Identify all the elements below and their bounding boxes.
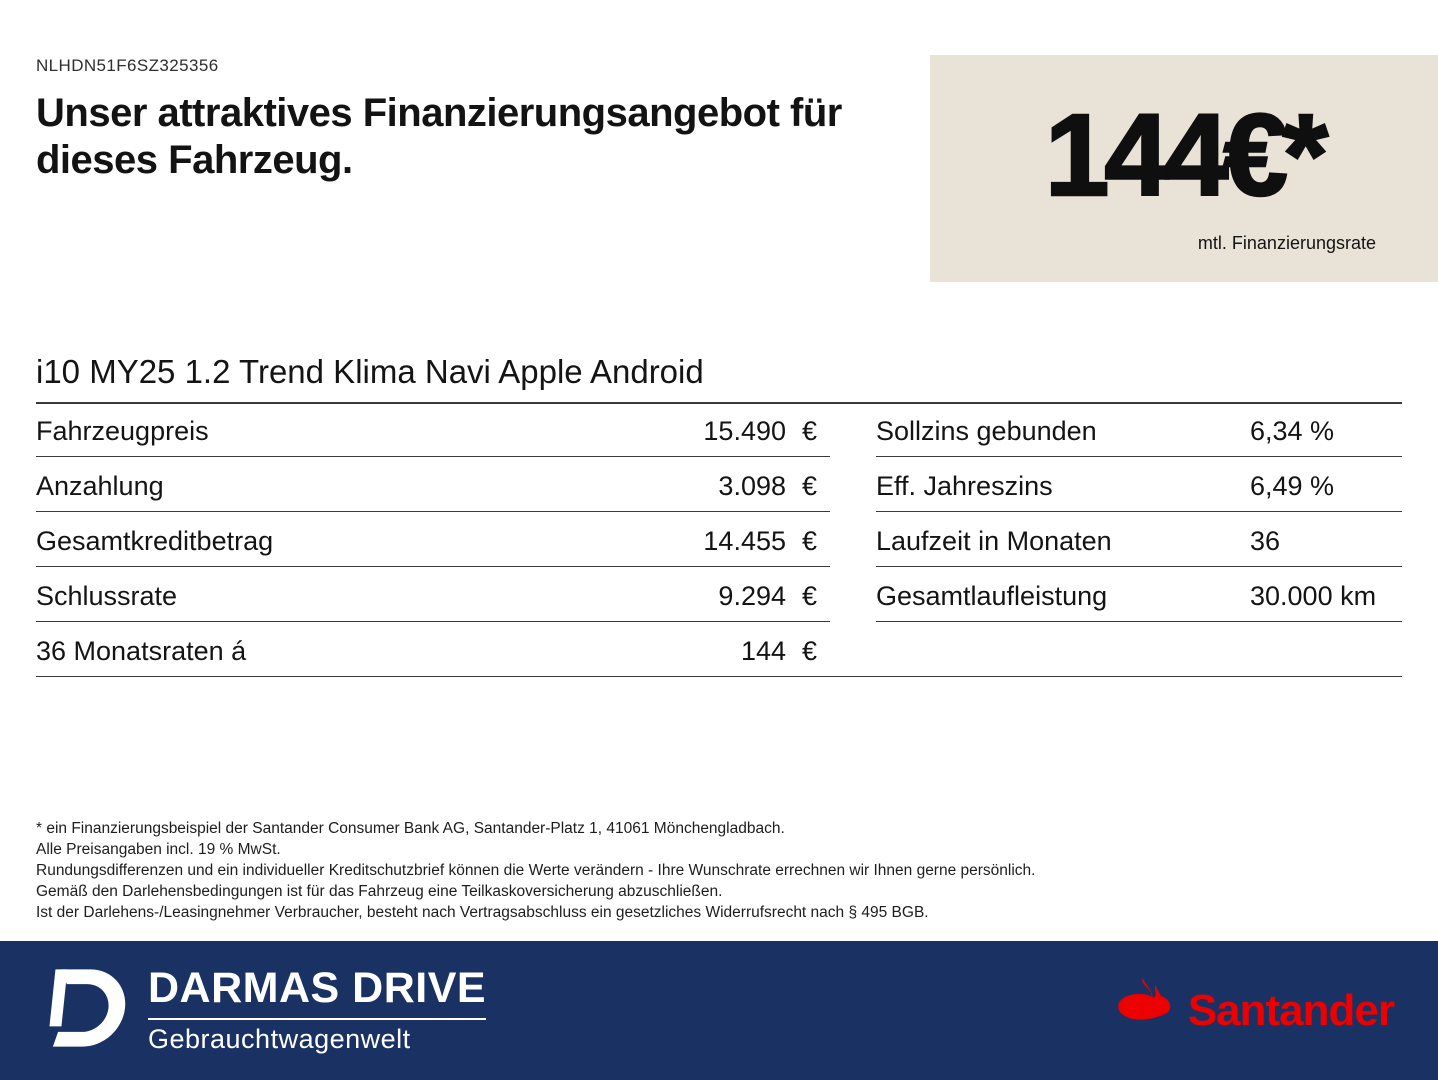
dealer-name: DARMAS DRIVE <box>148 964 487 1013</box>
finance-value: 6,34 % <box>1250 416 1335 446</box>
finance-label: Schlussrate <box>36 581 178 611</box>
finance-table-right-column: Sollzins gebunden 6,34 % Eff. Jahreszins… <box>876 402 1402 622</box>
finance-value: 6,49 % <box>1250 471 1335 501</box>
finance-unit: € <box>802 636 818 666</box>
finance-row-schlussrate: Schlussrate 9.294 € <box>36 567 830 622</box>
finance-label: Eff. Jahreszins <box>876 471 1053 501</box>
legal-disclaimer: * ein Finanzierungsbeispiel der Santande… <box>36 818 1236 923</box>
finance-label: Anzahlung <box>36 471 164 501</box>
vin-number: NLHDN51F6SZ325356 <box>36 56 219 75</box>
disclaimer-line: Alle Preisangaben incl. 19 % MwSt. <box>36 841 281 858</box>
disclaimer-line: Rundungsdifferenzen und ein individuelle… <box>36 862 1036 879</box>
finance-row-laufzeit: Laufzeit in Monaten 36 <box>876 512 1402 567</box>
finance-unit: € <box>802 416 818 446</box>
finance-value: 14.455 <box>703 526 786 556</box>
dealer-divider <box>148 1017 487 1020</box>
finance-row-monatsraten: 36 Monatsraten á 144 € <box>36 622 1402 677</box>
finance-label: 36 Monatsraten á <box>36 636 247 666</box>
finance-label: Gesamtkreditbetrag <box>36 526 274 556</box>
finance-value: 3.098 <box>718 471 786 501</box>
finance-unit: € <box>802 471 818 501</box>
santander-wordmark: Santander <box>1187 985 1395 1035</box>
dealer-d-icon <box>36 962 128 1059</box>
dealer-logo: DARMAS DRIVE Gebrauchtwagenwelt <box>36 962 487 1059</box>
finance-label: Sollzins gebunden <box>876 416 1097 446</box>
santander-logo: Santander <box>1118 977 1395 1039</box>
finance-label: Laufzeit in Monaten <box>876 526 1112 556</box>
finance-label: Gesamtlaufleistung <box>876 581 1108 611</box>
finance-value: 9.294 <box>718 581 786 611</box>
vehicle-title: i10 MY25 1.2 Trend Klima Navi Apple Andr… <box>36 353 1402 404</box>
finance-unit: € <box>802 581 818 611</box>
finance-value: 36 <box>1250 526 1281 556</box>
disclaimer-line: * ein Finanzierungsbeispiel der Santande… <box>36 820 785 837</box>
finance-value: 15.490 <box>703 416 786 446</box>
finance-row-anzahlung: Anzahlung 3.098 € <box>36 457 830 512</box>
finance-value: 30.000 km <box>1250 581 1377 611</box>
finance-row-gesamtkreditbetrag: Gesamtkreditbetrag 14.455 € <box>36 512 830 567</box>
footer-bar: DARMAS DRIVE Gebrauchtwagenwelt Santande… <box>0 941 1438 1080</box>
monthly-rate-amount: 144€* <box>1044 90 1330 220</box>
dealer-subtitle: Gebrauchtwagenwelt <box>148 1023 411 1054</box>
finance-row-fahrzeugpreis: Fahrzeugpreis 15.490 € <box>36 402 830 457</box>
finance-table: Fahrzeugpreis 15.490 € Anzahlung 3.098 €… <box>36 402 1402 622</box>
finance-row-effektiver-jahreszins: Eff. Jahreszins 6,49 % <box>876 457 1402 512</box>
monthly-rate-box: 144€* mtl. Finanzierungsrate <box>930 55 1438 282</box>
finance-value: 144 <box>740 636 786 666</box>
monthly-rate-caption: mtl. Finanzierungsrate <box>1197 233 1376 253</box>
finance-row-gesamtlaufleistung: Gesamtlaufleistung 30.000 km <box>876 567 1402 622</box>
finance-unit: € <box>802 526 818 556</box>
disclaimer-line: Ist der Darlehens-/Leasingnehmer Verbrau… <box>36 904 929 921</box>
santander-flame-icon <box>1118 977 1174 1036</box>
finance-row-sollzins: Sollzins gebunden 6,34 % <box>876 402 1402 457</box>
disclaimer-line: Gemäß den Darlehensbedingungen ist für d… <box>36 883 723 900</box>
finance-table-left-column: Fahrzeugpreis 15.490 € Anzahlung 3.098 €… <box>36 402 830 622</box>
finance-label: Fahrzeugpreis <box>36 416 209 446</box>
page-title: Unser attraktives Finanzierungsangebot f… <box>36 91 842 183</box>
